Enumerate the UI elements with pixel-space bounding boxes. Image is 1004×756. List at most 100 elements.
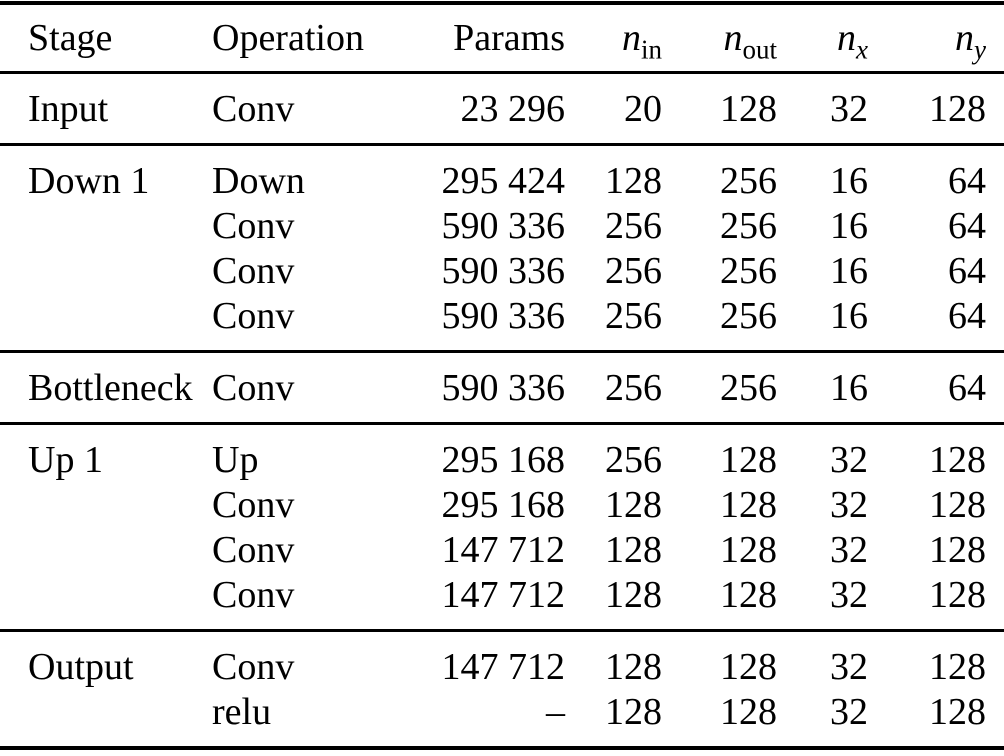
stage-cell <box>0 248 212 293</box>
stage-cell: Down 1 <box>28 159 150 202</box>
params-cell: 590 336 <box>441 204 566 247</box>
n-y-cell: 128 <box>929 690 986 733</box>
n-x-cell: 32 <box>830 87 868 130</box>
stage-cell <box>0 527 212 572</box>
n-out-cell: 128 <box>720 87 777 130</box>
n-y-cell: 64 <box>948 159 986 202</box>
params-cell: 23 296 <box>460 87 566 130</box>
math-symbol: nx <box>837 17 868 65</box>
n-x-cell: 16 <box>830 159 868 202</box>
n-x-cell: 32 <box>830 690 868 733</box>
n-out-cell: 256 <box>720 159 777 202</box>
operation-cell: Conv <box>212 87 295 130</box>
n-x-cell: 32 <box>830 483 868 526</box>
params-cell: 147 712 <box>441 645 566 688</box>
table-header: Stage Operation Params nin nout nx ny <box>0 3 1004 73</box>
stage-cell: Up 1 <box>28 438 103 481</box>
n-y-cell: 128 <box>929 483 986 526</box>
n-in-cell: 128 <box>605 483 662 526</box>
params-cell: 590 336 <box>441 294 566 337</box>
stage-cell <box>0 203 212 248</box>
n-in-cell: 256 <box>605 366 662 409</box>
table-row: Input Conv 23 296 20 128 32 128 <box>0 73 1004 145</box>
table-row: Conv 147 712 128 128 32 128 <box>0 527 1004 572</box>
table-row: Conv 295 168 128 128 32 128 <box>0 482 1004 527</box>
stage-cell <box>0 293 212 352</box>
table-row: Conv 590 336 256 256 16 64 <box>0 203 1004 248</box>
n-in-cell: 256 <box>605 438 662 481</box>
n-in-cell: 128 <box>605 159 662 202</box>
params-cell: – <box>546 690 565 733</box>
stage-cell <box>0 482 212 527</box>
operation-cell: Up <box>212 438 259 481</box>
n-y-cell: 64 <box>948 366 986 409</box>
math-symbol: nout <box>723 17 777 65</box>
table-section: Output Conv 147 712 128 128 32 128 relu –128 128 3… <box>0 630 1004 749</box>
n-out-cell: 256 <box>720 204 777 247</box>
operation-cell: Down <box>212 159 305 202</box>
n-out-cell: 128 <box>720 690 777 733</box>
col-header-operation: Operation <box>212 17 364 59</box>
n-y-cell: 128 <box>929 87 986 130</box>
operation-cell: Conv <box>212 204 295 247</box>
n-out-cell: 256 <box>720 294 777 337</box>
stage-cell: Input <box>28 87 109 130</box>
math-symbol: nin <box>621 17 662 65</box>
math-symbol: ny <box>955 17 986 65</box>
stage-cell <box>0 572 212 631</box>
params-cell: 590 336 <box>441 366 566 409</box>
operation-cell: relu <box>212 690 272 733</box>
col-header-n-out: nout <box>662 3 777 73</box>
table-row: Conv 590 336 256 256 16 64 <box>0 293 1004 352</box>
n-out-cell: 256 <box>720 249 777 292</box>
table-row: Down 1 Down 295 424 128 256 16 64 <box>0 145 1004 204</box>
n-x-cell: 32 <box>830 528 868 571</box>
table-row: Bottleneck Conv 590 336 256 256 16 64 <box>0 352 1004 424</box>
params-cell: 295 168 <box>441 483 566 526</box>
table-row: relu –128 128 32 128 <box>0 689 1004 748</box>
n-in-cell: 256 <box>605 204 662 247</box>
params-cell: 147 712 <box>441 528 566 571</box>
n-out-cell: 256 <box>720 366 777 409</box>
n-y-cell: 128 <box>929 573 986 616</box>
header-row: Stage Operation Params nin nout nx ny <box>0 3 1004 73</box>
n-x-cell: 16 <box>830 366 868 409</box>
col-header-n-y: ny <box>868 3 1004 73</box>
stage-cell <box>0 689 212 748</box>
n-in-cell: 128 <box>605 528 662 571</box>
table-row: Conv 147 712 128 128 32 128 <box>0 572 1004 631</box>
n-x-cell: 16 <box>830 294 868 337</box>
table-section: Down 1 Down 295 424 128 256 16 64 Conv 590 336 25… <box>0 144 1004 352</box>
params-cell: 295 168 <box>441 438 566 481</box>
params-cell: 295 424 <box>441 159 566 202</box>
params-cell: 590 336 <box>441 249 566 292</box>
operation-cell: Conv <box>212 366 295 409</box>
n-in-cell: 128 <box>605 690 662 733</box>
table-section: Input Conv 23 296 20 128 32 128 <box>0 72 1004 145</box>
col-header-n-in: nin <box>565 3 662 73</box>
operation-cell: Conv <box>212 528 295 571</box>
n-y-cell: 128 <box>929 528 986 571</box>
operation-cell: Conv <box>212 294 295 337</box>
table-section: Up 1 Up 295 168 256 128 32 128 Conv 295 168 128 12… <box>0 423 1004 631</box>
col-header-params: Params <box>453 17 565 59</box>
table-row: Conv 590 336 256 256 16 64 <box>0 248 1004 293</box>
n-out-cell: 128 <box>720 438 777 481</box>
n-x-cell: 32 <box>830 438 868 481</box>
table-row: Output Conv 147 712 128 128 32 128 <box>0 631 1004 690</box>
n-out-cell: 128 <box>720 573 777 616</box>
n-in-cell: 256 <box>605 294 662 337</box>
operation-cell: Conv <box>212 645 295 688</box>
n-y-cell: 64 <box>948 204 986 247</box>
col-header-n-x: nx <box>777 3 868 73</box>
n-y-cell: 128 <box>929 438 986 481</box>
n-y-cell: 64 <box>948 294 986 337</box>
n-x-cell: 16 <box>830 249 868 292</box>
operation-cell: Conv <box>212 249 295 292</box>
stage-cell: Output <box>28 645 134 688</box>
n-y-cell: 128 <box>929 645 986 688</box>
n-y-cell: 64 <box>948 249 986 292</box>
stage-cell: Bottleneck <box>28 366 193 409</box>
n-x-cell: 32 <box>830 645 868 688</box>
